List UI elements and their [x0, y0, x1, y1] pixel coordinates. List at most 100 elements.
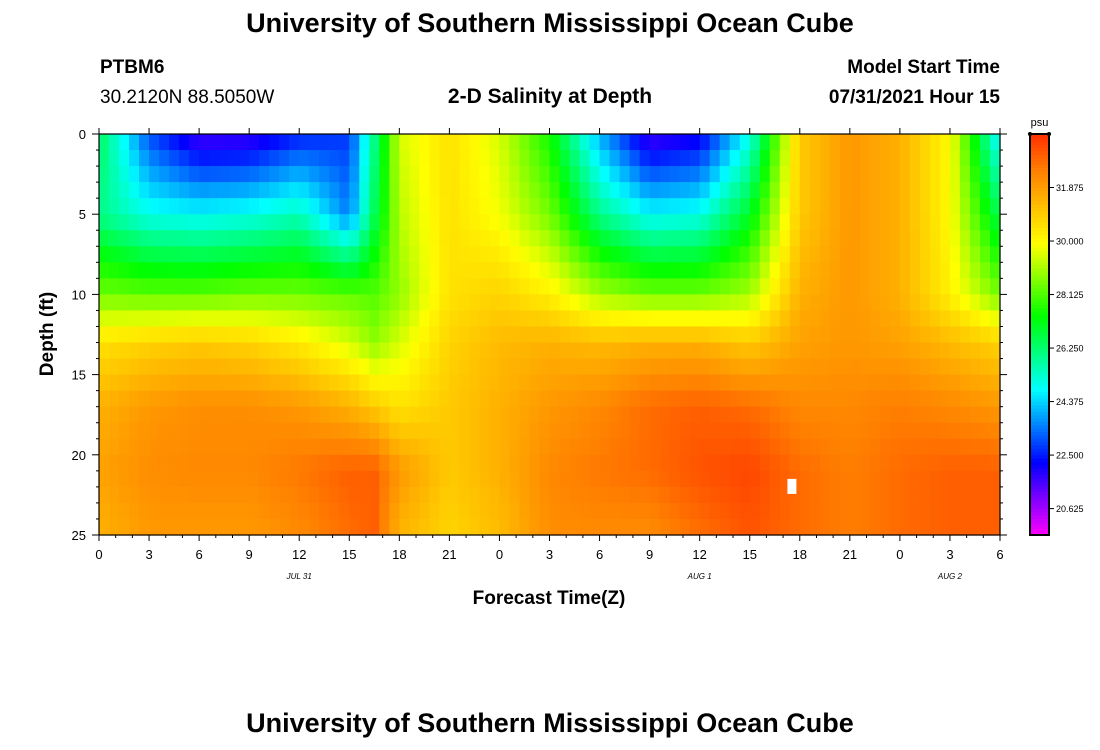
- heatmap-cell: [789, 486, 801, 504]
- heatmap-cell: [939, 198, 951, 215]
- colorbar-swatch: [1030, 454, 1049, 459]
- heatmap-cell: [849, 374, 861, 392]
- heatmap-cell: [119, 454, 130, 472]
- heatmap-cell: [519, 486, 531, 504]
- heatmap-cell: [129, 518, 140, 536]
- heatmap-cell: [269, 374, 280, 392]
- heatmap-cell: [679, 438, 691, 456]
- heatmap-cell: [969, 326, 981, 344]
- heatmap-cell: [859, 278, 871, 295]
- heatmap-cell: [759, 166, 771, 183]
- heatmap-cell: [699, 358, 711, 376]
- heatmap-cell: [839, 390, 851, 408]
- heatmap-cell: [879, 278, 891, 295]
- plot-title-text: 2-D Salinity at Depth: [447, 85, 653, 108]
- heatmap-cell: [909, 390, 921, 408]
- heatmap-cell: [839, 358, 851, 376]
- heatmap-cell: [789, 278, 801, 295]
- heatmap-cell: [369, 422, 380, 440]
- heatmap-cell: [529, 230, 541, 247]
- heatmap-cell: [329, 134, 340, 151]
- heatmap-cell: [439, 150, 450, 167]
- heatmap-cell: [649, 390, 661, 408]
- heatmap-cell: [599, 310, 611, 328]
- heatmap-cell: [539, 214, 551, 231]
- heatmap-cell: [579, 502, 591, 520]
- heatmap-cell: [159, 486, 170, 504]
- heatmap-cell: [679, 422, 691, 440]
- heatmap-cell: [579, 230, 591, 247]
- heatmap-cell: [819, 134, 831, 151]
- heatmap-cell: [119, 326, 130, 344]
- heatmap-cell: [839, 166, 851, 183]
- heatmap-cell: [519, 310, 531, 328]
- heatmap-cell: [639, 470, 651, 488]
- heatmap-cell: [819, 438, 831, 456]
- heatmap-cell: [679, 246, 691, 263]
- heatmap-cell: [399, 182, 410, 199]
- heatmap-cell: [229, 134, 240, 151]
- colorbar-swatch: [1030, 484, 1049, 489]
- heatmap-cell: [679, 470, 691, 488]
- heatmap-cell: [569, 198, 581, 215]
- heatmap-cell: [789, 518, 801, 536]
- heatmap-cell: [99, 214, 110, 231]
- x-tick-label: 0: [95, 547, 102, 562]
- heatmap-cell: [459, 358, 471, 376]
- heatmap-cell: [359, 326, 370, 344]
- heatmap-cell: [639, 342, 651, 360]
- heatmap-cell: [289, 470, 300, 488]
- heatmap-cell: [299, 134, 310, 151]
- heatmap-cell: [449, 230, 460, 247]
- heatmap-cell: [719, 502, 731, 520]
- heatmap-cell: [479, 262, 491, 279]
- heatmap-cell: [759, 486, 771, 504]
- heatmap-cell: [199, 150, 210, 167]
- heatmap-cell: [199, 454, 210, 472]
- colorbar-swatch: [1030, 294, 1049, 299]
- heatmap-cell: [239, 134, 250, 151]
- heatmap-cell: [869, 294, 881, 312]
- heatmap-cell: [339, 326, 350, 344]
- heatmap-cell: [309, 310, 320, 328]
- heatmap-cell: [529, 326, 541, 344]
- heatmap-cell: [429, 374, 440, 392]
- heatmap-cell: [669, 342, 681, 360]
- heatmap-cell: [959, 294, 971, 312]
- heatmap-cell: [829, 134, 841, 151]
- heatmap-cell: [299, 198, 310, 215]
- heatmap-cell: [149, 342, 160, 360]
- heatmap-cell: [559, 246, 571, 263]
- heatmap-cell: [569, 518, 581, 536]
- heatmap-cell: [909, 230, 921, 247]
- colorbar-swatch: [1030, 438, 1049, 443]
- heatmap-cell: [929, 310, 941, 328]
- heatmap-cell: [349, 518, 360, 536]
- heatmap-cell: [249, 486, 260, 504]
- heatmap-cell: [779, 406, 791, 424]
- colorbar: psu31.87530.00028.12526.25024.37522.5002…: [1028, 117, 1084, 536]
- heatmap-cell: [259, 182, 270, 199]
- heatmap-cell: [159, 310, 170, 328]
- heatmap-cell: [819, 454, 831, 472]
- heatmap-cell: [99, 198, 110, 215]
- heatmap-cell: [419, 502, 430, 520]
- heatmap-cell: [229, 150, 240, 167]
- heatmap-cell: [199, 134, 210, 151]
- heatmap-cell: [979, 150, 991, 167]
- heatmap-cell: [699, 150, 711, 167]
- heatmap-cell: [589, 230, 601, 247]
- heatmap-cell: [949, 438, 961, 456]
- heatmap-cell: [599, 182, 611, 199]
- heatmap-cell: [609, 502, 621, 520]
- heatmap-cell: [539, 422, 551, 440]
- heatmap-cell: [479, 294, 491, 312]
- heatmap-cell: [299, 454, 310, 472]
- heatmap-cell: [899, 134, 911, 151]
- heatmap-cell: [329, 230, 340, 247]
- heatmap-cell: [569, 470, 581, 488]
- heatmap-cell: [379, 438, 390, 456]
- heatmap-cell: [449, 518, 460, 536]
- heatmap-cell: [809, 518, 821, 536]
- heatmap-cell: [409, 374, 420, 392]
